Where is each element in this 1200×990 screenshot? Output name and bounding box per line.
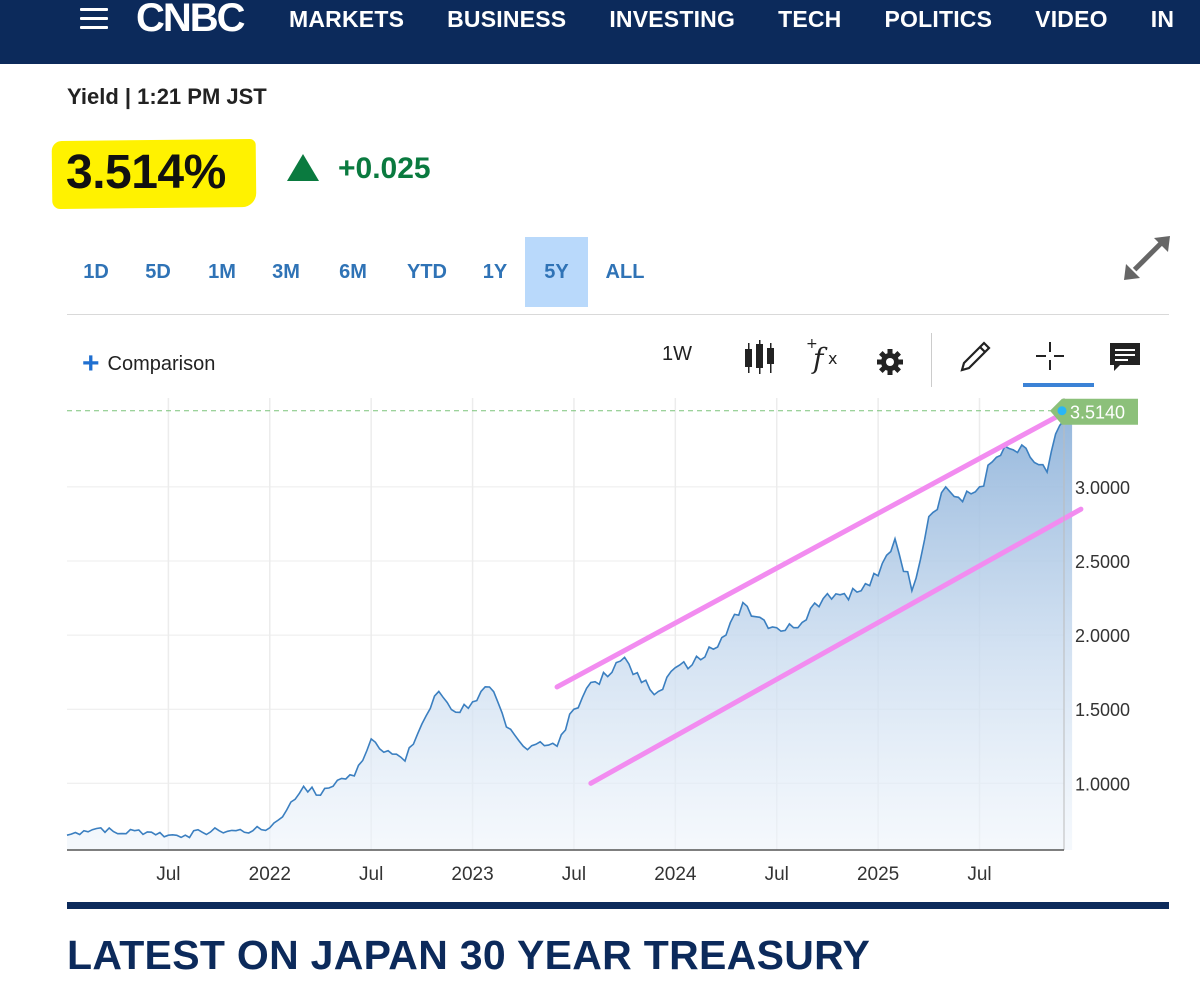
top-nav: CNBC MARKETS BUSINESS INVESTING TECH POL… (0, 0, 1200, 64)
crosshair-icon[interactable] (1034, 336, 1066, 376)
svg-text:x: x (828, 349, 837, 368)
cnbc-logo[interactable]: CNBC (136, 0, 246, 40)
tab-3m[interactable]: 3M (272, 261, 300, 283)
last-value-label: 3.5140 (1070, 403, 1125, 423)
svg-text:f: f (811, 342, 828, 375)
comparison-button[interactable]: + Comparison (82, 344, 216, 380)
nav-item-investing[interactable]: INVESTING (609, 6, 736, 32)
nav-item-business[interactable]: BUSINESS (447, 6, 567, 32)
plus-icon: + (82, 347, 100, 380)
x-tick-label: 2024 (654, 864, 697, 885)
interval-selector[interactable]: 1W (662, 343, 692, 365)
expand-chart-icon[interactable] (1124, 236, 1170, 280)
x-tick-label: Jul (359, 864, 383, 885)
x-tick-label: 2023 (451, 864, 493, 885)
svg-text:+: + (806, 336, 818, 352)
last-value-badge: 3.5140 (1050, 398, 1138, 425)
x-axis: Jul 2022 Jul 2023 Jul 2024 Jul 2025 Jul (67, 849, 1064, 885)
x-tick-label: Jul (967, 864, 991, 885)
nav-item-politics[interactable]: POLITICS (884, 6, 993, 32)
pencil-icon[interactable] (956, 334, 994, 374)
tab-1m[interactable]: 1M (208, 261, 236, 283)
toolbar-separator (931, 333, 932, 387)
y-tick-label: 1.0000 (1075, 774, 1130, 794)
trend-channel (554, 410, 1084, 786)
function-icon[interactable]: + f x (806, 336, 842, 376)
tab-5d[interactable]: 5D (145, 261, 171, 283)
trend-channel-upper (554, 410, 1067, 690)
x-tick-label: 2022 (249, 864, 291, 885)
gear-icon[interactable] (876, 342, 904, 382)
x-tick-label: 2025 (857, 864, 899, 885)
tab-5y[interactable]: 5Y (525, 237, 588, 307)
price-change: +0.025 (338, 152, 431, 185)
nav-item-investing-club[interactable]: IN (1150, 6, 1175, 32)
tab-1y[interactable]: 1Y (482, 261, 508, 283)
active-tool-indicator (1023, 383, 1094, 387)
yield-timestamp: Yield | 1:21 PM JST (67, 84, 267, 109)
y-tick-label: 3.0000 (1075, 478, 1130, 498)
y-tick-label: 2.0000 (1075, 626, 1130, 646)
hamburger-menu-icon[interactable] (80, 6, 108, 30)
x-tick-label: Jul (562, 864, 586, 885)
nav-items: MARKETS BUSINESS INVESTING TECH POLITICS… (289, 6, 1200, 33)
y-tick-label: 1.5000 (1075, 700, 1130, 720)
nav-item-tech[interactable]: TECH (778, 6, 842, 32)
section-rule (67, 902, 1169, 909)
divider (67, 314, 1169, 315)
up-arrow-icon (287, 154, 319, 181)
yield-area (67, 410, 1073, 850)
comparison-label: Comparison (107, 353, 216, 375)
candlestick-icon[interactable] (742, 338, 778, 378)
x-tick-label: Jul (156, 864, 180, 885)
y-tick-label: 2.5000 (1075, 552, 1130, 572)
trend-channel-lower (588, 506, 1084, 786)
nav-item-markets[interactable]: MARKETS (289, 6, 405, 32)
comment-icon[interactable] (1108, 337, 1142, 377)
tab-6m[interactable]: 6M (339, 261, 367, 283)
last-price: 3.514% (66, 146, 226, 199)
x-tick-label: Jul (765, 864, 789, 885)
tab-1d[interactable]: 1D (83, 261, 109, 283)
last-value-badge-bg (1050, 398, 1138, 425)
tab-all[interactable]: ALL (605, 261, 645, 283)
nav-item-video[interactable]: VIDEO (1035, 6, 1108, 32)
last-value-dot (1057, 406, 1067, 416)
yield-line-series (66, 410, 1073, 839)
y-axis: 1.0000 1.5000 2.0000 2.5000 3.0000 (1063, 398, 1130, 850)
latest-heading: LATEST ON JAPAN 30 YEAR TREASURY (67, 932, 871, 978)
tab-ytd[interactable]: YTD (407, 261, 447, 283)
